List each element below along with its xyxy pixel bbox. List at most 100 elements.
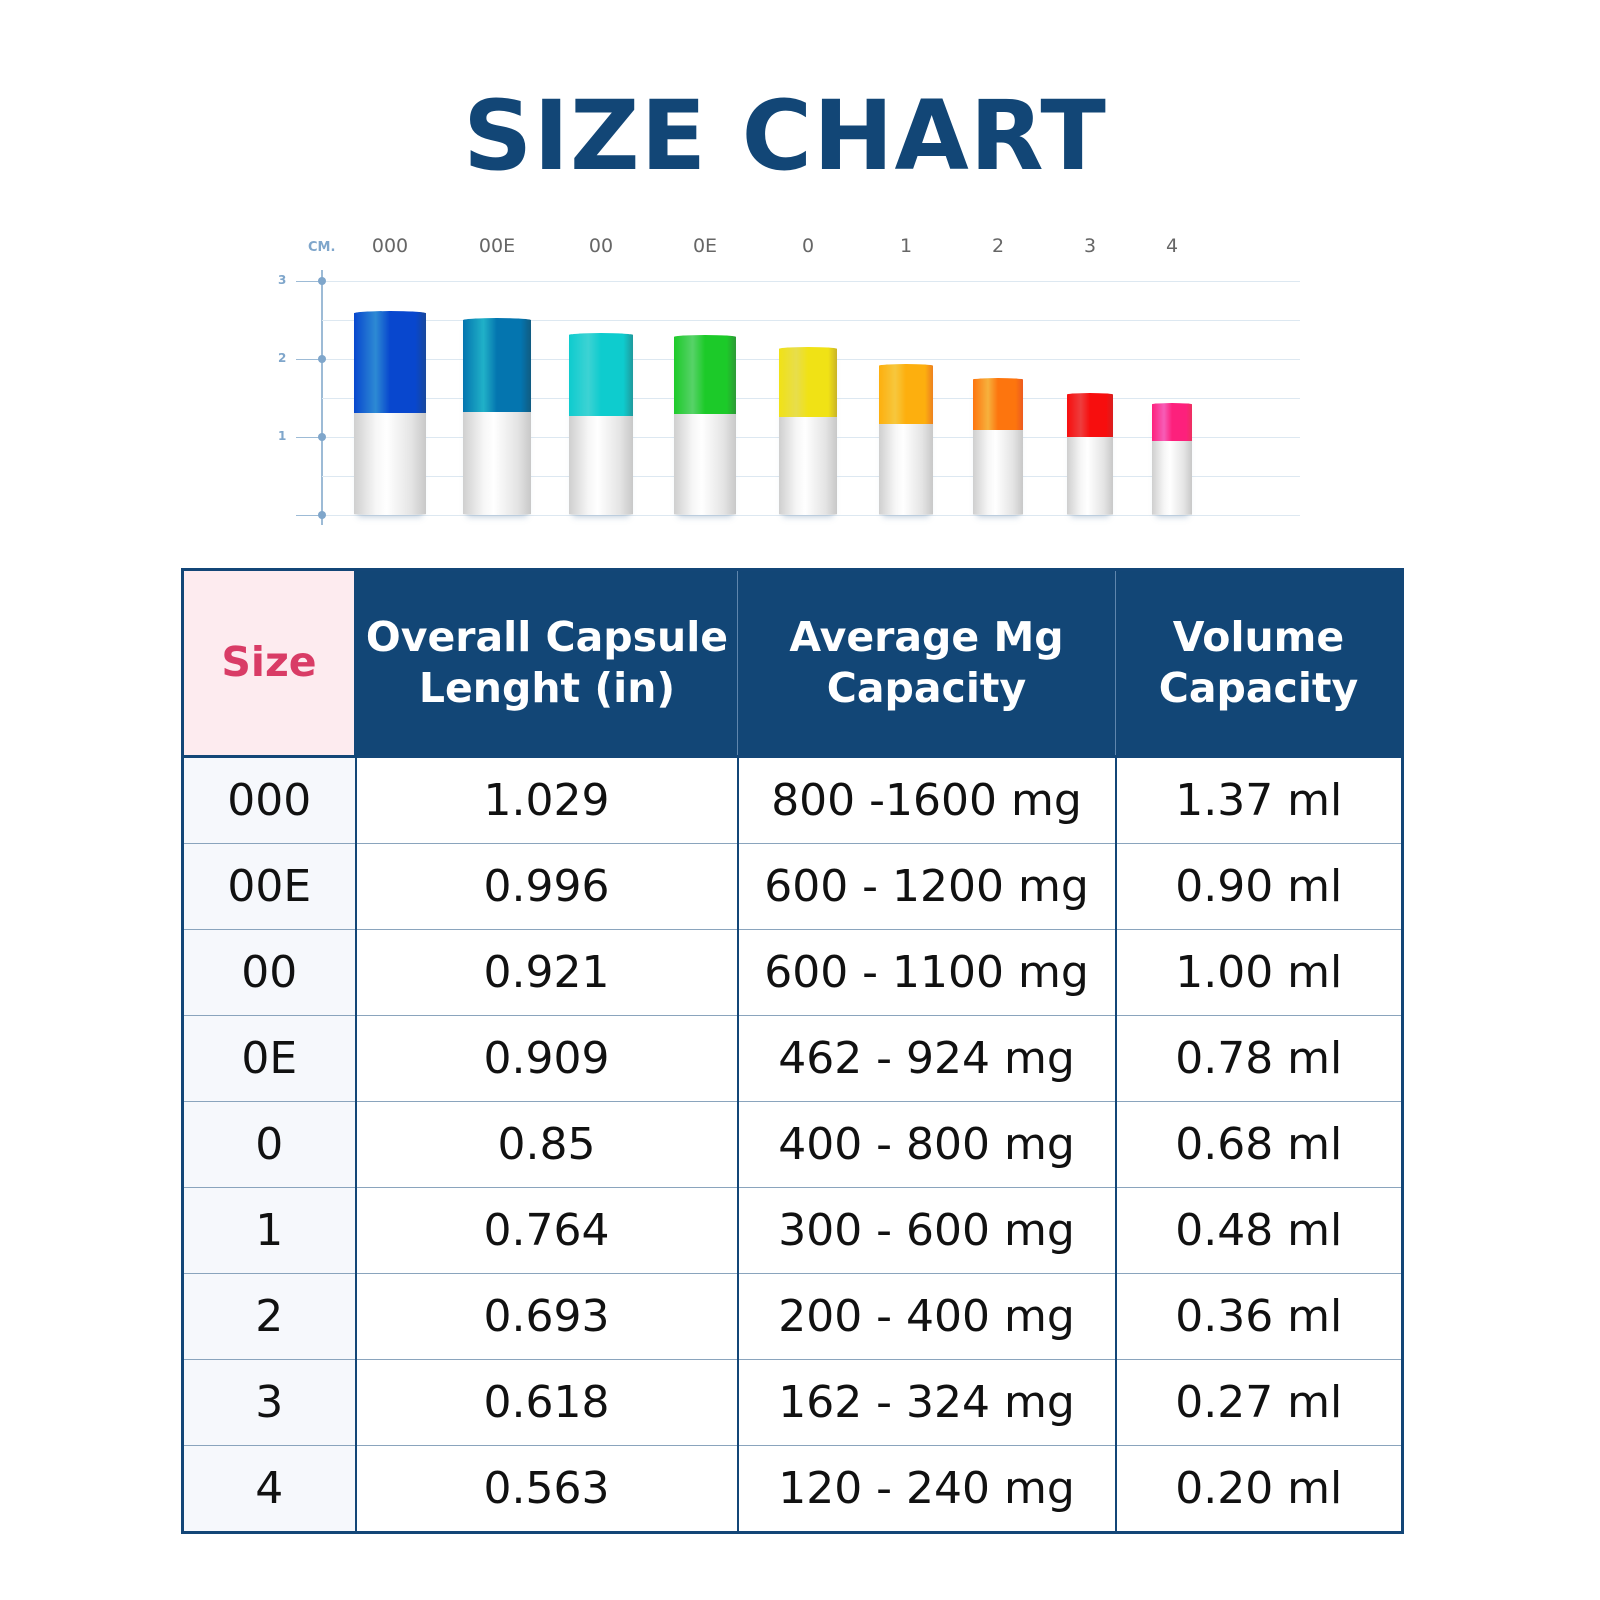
- cell-size: 2: [182, 1273, 356, 1360]
- capsule-size-chart: CM. 3 2 1 000 00E 00 0E 0 1 2 3 4: [260, 225, 1300, 535]
- axis-dot: [318, 355, 326, 363]
- tick-mark: [296, 515, 320, 516]
- capsule-body: [463, 410, 531, 515]
- cell-mg-capacity: 400 - 800 mg: [736, 1101, 1116, 1188]
- x-tick-label: 1: [899, 235, 913, 257]
- cell-size: 0E: [182, 1015, 356, 1102]
- cell-length: 0.921: [354, 929, 738, 1016]
- header-mg: Average Mg Capacity: [737, 569, 1116, 757]
- table-row: 00E 0.996 600 - 1200 mg 0.90 ml: [182, 843, 1403, 930]
- table-row: 4 0.563 120 - 240 mg 0.20 ml: [182, 1445, 1403, 1533]
- cell-volume: 0.68 ml: [1114, 1101, 1403, 1188]
- axis-dot: [318, 433, 326, 441]
- capsule-body: [1152, 439, 1192, 515]
- capsule-0: [779, 346, 837, 515]
- cell-mg-capacity: 800 -1600 mg: [736, 755, 1116, 844]
- cell-mg-capacity: 300 - 600 mg: [736, 1187, 1116, 1274]
- unit-label: CM.: [308, 240, 336, 255]
- capsule-00: [569, 332, 633, 515]
- cell-size: 1: [182, 1187, 356, 1274]
- capsule-cap: [973, 377, 1023, 430]
- x-tick-label: 2: [991, 235, 1005, 257]
- capsule-4: [1152, 403, 1192, 515]
- header-volume: Volume Capacity: [1115, 569, 1403, 757]
- tick-mark: [296, 359, 320, 360]
- cell-length: 1.029: [354, 755, 738, 844]
- cell-length: 0.996: [354, 843, 738, 930]
- cell-mg-capacity: 200 - 400 mg: [736, 1273, 1116, 1360]
- table-row: 0 0.85 400 - 800 mg 0.68 ml: [182, 1101, 1403, 1188]
- y-axis: [321, 270, 323, 525]
- cell-size: 000: [182, 755, 356, 844]
- x-tick-label: 000: [371, 235, 409, 257]
- gridline: [322, 515, 1300, 516]
- cell-length: 0.764: [354, 1187, 738, 1274]
- gridline: [322, 281, 1300, 282]
- capsule-cap: [779, 346, 837, 418]
- cell-mg-capacity: 600 - 1200 mg: [736, 843, 1116, 930]
- x-tick-label: 0: [801, 235, 815, 257]
- capsule-body: [354, 411, 426, 515]
- capsule-body: [674, 412, 736, 515]
- cell-volume: 0.78 ml: [1114, 1015, 1403, 1102]
- cell-mg-capacity: 462 - 924 mg: [736, 1015, 1116, 1102]
- cell-volume: 0.20 ml: [1114, 1445, 1403, 1533]
- x-tick-label: 00: [588, 235, 614, 257]
- header-length: Overall Capsule Lenght (in): [355, 569, 738, 757]
- capsule-cap: [879, 363, 933, 425]
- y-tick-label: 3: [278, 273, 287, 287]
- cell-length: 0.563: [354, 1445, 738, 1533]
- table-row: 3 0.618 162 - 324 mg 0.27 ml: [182, 1359, 1403, 1446]
- cell-size: 0: [182, 1101, 356, 1188]
- capsule-body: [569, 414, 633, 515]
- tick-mark: [296, 281, 320, 282]
- cell-volume: 1.37 ml: [1114, 755, 1403, 844]
- table-row: 1 0.764 300 - 600 mg 0.48 ml: [182, 1187, 1403, 1274]
- x-tick-label: 0E: [692, 235, 718, 257]
- table-row: 00 0.921 600 - 1100 mg 1.00 ml: [182, 929, 1403, 1016]
- y-tick-label: 1: [278, 429, 287, 443]
- tick-mark: [296, 437, 320, 438]
- capsule-body: [779, 415, 837, 515]
- cell-mg-capacity: 162 - 324 mg: [736, 1359, 1116, 1446]
- cell-volume: 0.36 ml: [1114, 1273, 1403, 1360]
- capsule-cap: [463, 317, 531, 413]
- table-row: 0E 0.909 462 - 924 mg 0.78 ml: [182, 1015, 1403, 1102]
- capsule-cap: [569, 332, 633, 417]
- table-row: 2 0.693 200 - 400 mg 0.36 ml: [182, 1273, 1403, 1360]
- cell-size: 4: [182, 1445, 356, 1533]
- header-size: Size: [182, 569, 357, 757]
- cell-volume: 0.27 ml: [1114, 1359, 1403, 1446]
- y-tick-label: 2: [278, 351, 287, 365]
- capsule-body: [879, 422, 933, 515]
- cell-length: 0.85: [354, 1101, 738, 1188]
- capsule-0E: [674, 334, 736, 515]
- capsule-body: [973, 427, 1023, 515]
- cell-length: 0.909: [354, 1015, 738, 1102]
- capsule-000: [354, 311, 426, 515]
- axis-dot: [318, 511, 326, 519]
- capsule-body: [1067, 434, 1113, 515]
- cell-size: 3: [182, 1359, 356, 1446]
- cell-mg-capacity: 120 - 240 mg: [736, 1445, 1116, 1533]
- capsule-3: [1067, 392, 1113, 515]
- cell-volume: 0.90 ml: [1114, 843, 1403, 930]
- cell-volume: 0.48 ml: [1114, 1187, 1403, 1274]
- cell-size: 00: [182, 929, 356, 1016]
- cell-volume: 1.00 ml: [1114, 929, 1403, 1016]
- table-row: 000 1.029 800 -1600 mg 1.37 ml: [182, 755, 1403, 844]
- header-row: Size Overall Capsule Lenght (in) Average…: [182, 569, 1403, 757]
- cell-length: 0.693: [354, 1273, 738, 1360]
- capsule-cap: [674, 334, 736, 415]
- cell-length: 0.618: [354, 1359, 738, 1446]
- x-tick-label: 3: [1083, 235, 1097, 257]
- gridline-minor: [322, 320, 1300, 321]
- axis-dot: [318, 277, 326, 285]
- x-tick-label: 00E: [478, 235, 516, 257]
- x-tick-label: 4: [1165, 235, 1179, 257]
- capsule-2: [973, 377, 1023, 515]
- cell-mg-capacity: 600 - 1100 mg: [736, 929, 1116, 1016]
- cell-size: 00E: [182, 843, 356, 930]
- capsule-cap: [354, 311, 426, 414]
- capsule-1: [879, 363, 933, 515]
